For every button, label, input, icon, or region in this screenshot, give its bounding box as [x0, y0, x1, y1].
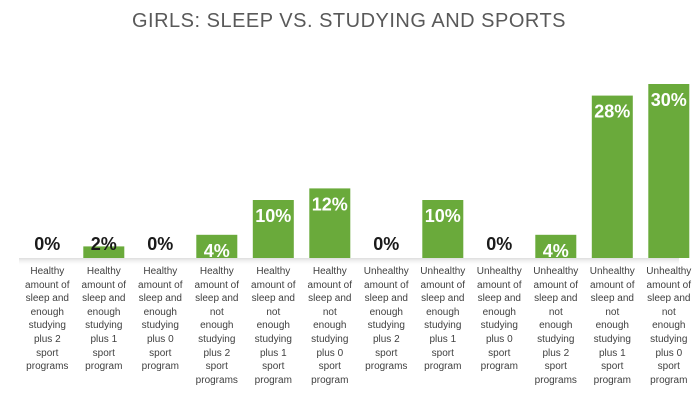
category-label-1: Healthy amount of sleep and enough study…	[25, 266, 70, 373]
data-label-5: 10%	[255, 206, 291, 226]
category-label-5: Healthy amount of sleep and not enough s…	[251, 266, 296, 386]
data-label-8: 10%	[425, 206, 461, 226]
category-label-3: Healthy amount of sleep and enough study…	[138, 266, 183, 373]
category-label-6: Healthy amount of sleep and not enough s…	[307, 266, 353, 386]
data-label-11: 28%	[594, 102, 630, 122]
data-label-2: 2%	[91, 234, 117, 254]
category-label-12: Unhealthy amount of sleep and not enough…	[646, 266, 692, 386]
category-label-7: Unhealthy amount of sleep and enough stu…	[363, 266, 409, 373]
chart-title: GIRLS: SLEEP VS. STUDYING AND SPORTS	[131, 10, 567, 32]
category-label-2: Healthy amount of sleep and enough study…	[81, 266, 127, 373]
data-label-7: 0%	[373, 234, 399, 254]
bar-4	[196, 234, 238, 258]
category-label-11: Unhealthy amount of sleep and not enough…	[589, 266, 635, 386]
bar-2	[83, 246, 125, 258]
chart-floor	[19, 258, 679, 266]
bar-11	[591, 95, 633, 258]
bar-10	[535, 234, 577, 258]
category-label-10: Unhealthy amount of sleep and not enough…	[533, 266, 579, 386]
data-label-6: 12%	[312, 194, 348, 214]
category-label-8: Unhealthy amount of sleep and enough stu…	[420, 266, 466, 373]
data-label-3: 0%	[147, 234, 173, 254]
bar-12	[648, 84, 690, 258]
data-label-4: 4%	[204, 241, 230, 261]
data-label-12: 30%	[651, 90, 687, 110]
bar-6	[309, 188, 351, 258]
bar-8	[422, 200, 464, 258]
data-label-9: 0%	[486, 234, 512, 254]
category-label-9: Unhealthy amount of sleep and enough stu…	[476, 266, 522, 373]
data-label-10: 4%	[543, 241, 569, 261]
bar-5	[252, 200, 294, 258]
data-label-1: 0%	[34, 234, 60, 254]
category-label-4: Healthy amount of sleep and not enough s…	[194, 266, 240, 386]
